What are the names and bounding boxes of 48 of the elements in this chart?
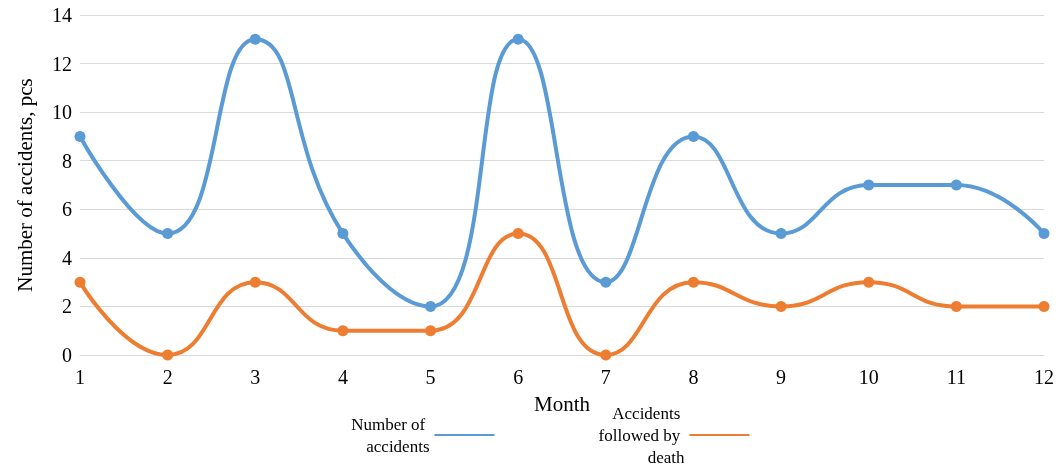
x-tick-label: 8 [688, 366, 699, 388]
legend-label: Number of accidents [351, 414, 430, 456]
y-tick-label: 4 [62, 246, 72, 269]
point [74, 130, 86, 142]
point [600, 349, 612, 361]
y-tick-label: 8 [62, 149, 72, 172]
x-tick-label: 11 [946, 366, 966, 388]
y-tick-label: 14 [52, 4, 72, 26]
x-tick-label: 9 [776, 366, 787, 388]
point [950, 300, 962, 312]
y-axis-title: Number of accidents, pcs [12, 78, 37, 292]
point [162, 228, 174, 240]
x-tick-label: 10 [858, 366, 879, 388]
y-tick-label: 6 [62, 198, 72, 221]
point [775, 300, 787, 312]
point [775, 228, 787, 240]
y-tick-label: 0 [62, 344, 72, 366]
point [425, 325, 437, 337]
x-tick-label: 5 [425, 366, 436, 388]
y-tick-label: 2 [62, 295, 72, 318]
y-tick-label: 10 [52, 101, 72, 124]
x-tick-label: 4 [337, 366, 348, 388]
y-tick-label: 12 [52, 52, 72, 75]
point [249, 276, 261, 288]
legend-label: Accidents followed by death [598, 403, 685, 467]
point [600, 276, 612, 288]
point [512, 33, 524, 45]
x-tick-label: 3 [250, 366, 261, 388]
x-tick-label: 2 [162, 366, 173, 388]
x-tick-label: 12 [1034, 366, 1054, 388]
point [249, 33, 261, 45]
point [687, 130, 699, 142]
point [863, 179, 875, 191]
point [337, 325, 349, 337]
point [1038, 228, 1050, 240]
point [74, 276, 86, 288]
point [863, 276, 875, 288]
point [687, 276, 699, 288]
point [512, 228, 524, 240]
point [162, 349, 174, 361]
x-tick-label: 1 [75, 366, 85, 388]
x-tick-label: 6 [513, 366, 524, 388]
point [950, 179, 962, 191]
point [1038, 300, 1050, 312]
x-tick-label: 7 [600, 366, 611, 388]
point [425, 300, 437, 312]
point [337, 228, 349, 240]
x-axis-title: Month [533, 391, 591, 416]
